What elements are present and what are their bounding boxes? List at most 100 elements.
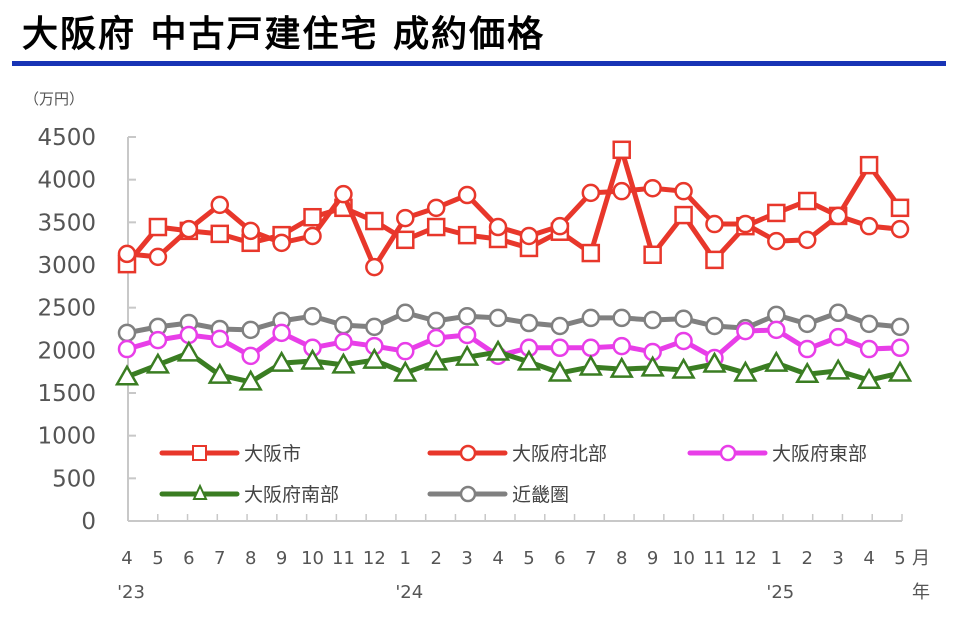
circle-marker: [643, 178, 662, 198]
circle-marker: [828, 327, 848, 347]
circle-marker: [550, 338, 570, 358]
legend-label: 大阪府東部: [772, 443, 867, 465]
legend-item: 大阪府東部: [687, 443, 867, 465]
legend-label: 近畿圏: [512, 484, 569, 506]
circle-marker: [797, 339, 817, 359]
y-tick-label: 4000: [37, 168, 96, 194]
square-marker: [396, 230, 415, 250]
circle-marker: [674, 181, 693, 201]
square-marker: [643, 245, 662, 265]
circle-marker: [303, 226, 322, 246]
x-month-label: 7: [585, 548, 596, 569]
x-month-label: 10: [672, 548, 695, 569]
x-month-label: 7: [214, 548, 225, 569]
circle-marker: [550, 216, 570, 236]
circle-marker: [890, 219, 910, 239]
circle-marker: [612, 181, 631, 201]
square-marker: [859, 155, 879, 175]
circle-marker: [767, 305, 786, 325]
circle-marker: [303, 306, 322, 326]
square-marker: [303, 207, 322, 227]
triangle-marker: [485, 339, 511, 361]
chart-series: [114, 140, 913, 391]
y-tick-label: 1000: [37, 424, 96, 450]
series-4: [117, 303, 910, 343]
legend-item: 大阪府南部: [159, 483, 339, 506]
legend-item: 大阪府北部: [427, 443, 607, 465]
x-month-label: 4: [121, 548, 132, 569]
circle-marker: [179, 219, 199, 239]
circle-marker: [581, 308, 601, 328]
y-axis-tick-labels: 0 500 1000 1500 2000 2500 3000 3500 4000 4500: [37, 125, 96, 535]
y-tick-label: 3500: [37, 210, 96, 236]
circle-marker: [519, 226, 539, 246]
circle-marker: [736, 321, 755, 341]
circle-marker: [519, 313, 539, 333]
circle-marker: [334, 315, 353, 335]
square-marker: [674, 205, 693, 225]
circle-marker: [148, 330, 168, 350]
x-month-label: 8: [616, 548, 627, 569]
circle-marker: [210, 329, 230, 349]
circle-marker: [674, 309, 693, 329]
circle-marker: [457, 185, 477, 205]
x-axis-tick-labels: 4 5 6 7 8 9 10 11 12 1 2 3 4 5 6 7 8 9 10 11 12 1 2 3 4 5'23'24'2…: [117, 548, 930, 603]
triangle-marker: [424, 349, 449, 371]
legend-circle-icon: [459, 485, 477, 503]
circle-marker: [117, 323, 137, 343]
circle-marker: [705, 316, 724, 336]
x-month-label: 3: [832, 548, 843, 569]
x-year-label: '25: [766, 582, 794, 603]
legend-triangle-icon: [192, 483, 208, 500]
triangle-marker: [609, 356, 634, 378]
circle-marker: [674, 331, 693, 351]
x-month-label: 12: [363, 548, 386, 569]
triangle-marker: [454, 344, 480, 366]
circle-marker: [241, 320, 260, 340]
circle-marker: [859, 314, 879, 334]
circle-marker: [117, 339, 137, 359]
square-marker: [890, 198, 910, 218]
circle-marker: [334, 332, 353, 352]
circle-marker: [767, 231, 786, 251]
circle-marker: [396, 208, 415, 228]
x-month-label: 12: [734, 548, 757, 569]
x-month-label: 5: [523, 548, 534, 569]
circle-marker: [859, 216, 879, 236]
triangle-marker: [362, 347, 387, 369]
square-marker: [581, 243, 601, 263]
circle-marker: [365, 317, 384, 337]
triangle-marker: [145, 352, 171, 374]
circle-marker: [643, 310, 662, 330]
x-month-label: 2: [430, 548, 441, 569]
circle-marker: [828, 303, 848, 323]
triangle-marker: [733, 360, 758, 382]
triangle-marker: [393, 360, 418, 382]
y-tick-label: 3000: [37, 253, 96, 279]
circle-marker: [457, 325, 477, 345]
triangle-marker: [640, 355, 665, 377]
triangle-marker: [547, 360, 573, 382]
circle-marker: [365, 257, 384, 277]
circle-marker: [426, 311, 446, 331]
triangle-marker: [300, 348, 325, 370]
triangle-marker: [702, 351, 727, 373]
circle-marker: [581, 183, 601, 203]
circle-marker: [272, 233, 291, 253]
x-month-label: 8: [245, 548, 256, 569]
square-marker: [365, 211, 384, 231]
x-unit-year: 年: [912, 582, 930, 603]
circle-marker: [612, 336, 631, 356]
circle-marker: [148, 247, 168, 267]
series-0: [117, 140, 910, 274]
y-tick-label: 2000: [37, 338, 96, 364]
y-tick-label: 0: [81, 509, 96, 535]
x-month-label: 9: [276, 548, 287, 569]
triangle-marker: [516, 349, 542, 371]
x-month-label: 1: [771, 548, 782, 569]
triangle-marker: [671, 357, 696, 379]
x-month-label: 6: [183, 548, 194, 569]
triangle-marker: [176, 340, 201, 362]
square-marker: [148, 217, 168, 237]
